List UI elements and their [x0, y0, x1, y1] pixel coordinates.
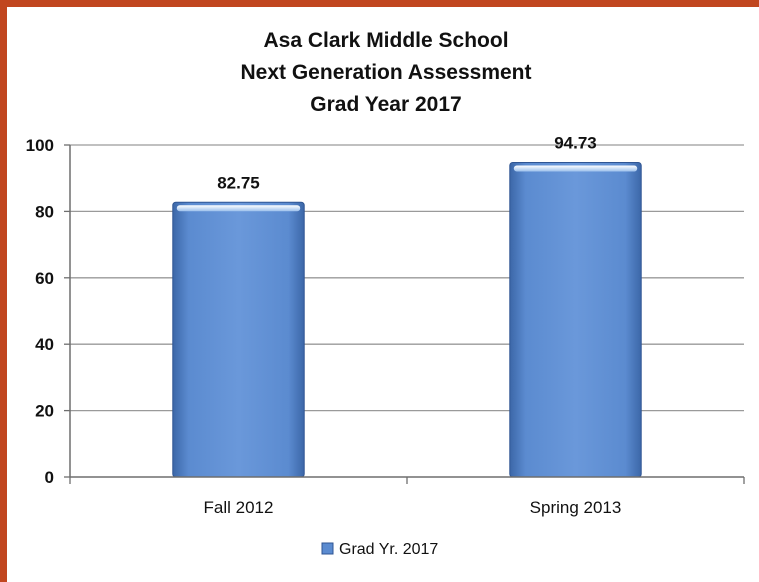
- chart-title-line-2: Next Generation Assessment: [241, 61, 532, 84]
- data-label-fall-2012: 82.75: [217, 173, 260, 192]
- frame-top-border: [0, 0, 759, 7]
- bars: 82.75 94.73: [172, 133, 642, 478]
- chart-title-line-3: Grad Year 2017: [310, 93, 461, 116]
- x-category-label-spring-2013: Spring 2013: [530, 498, 622, 517]
- legend: Grad Yr. 2017: [321, 541, 438, 558]
- bar-fall-2012: [172, 201, 305, 478]
- data-label-spring-2013: 94.73: [554, 133, 597, 152]
- legend-swatch-grad-yr-2017: [321, 542, 334, 555]
- y-tick-label-100: 100: [26, 136, 54, 155]
- y-tick-label-60: 60: [35, 269, 54, 288]
- bar-highlight-spring-2013: [513, 165, 638, 172]
- bar-spring-2013: [509, 161, 642, 478]
- chart-title-line-1: Asa Clark Middle School: [263, 29, 508, 52]
- y-tick-label-40: 40: [35, 335, 54, 354]
- y-axis-tick-labels: 0 20 40 60 80 100: [26, 136, 54, 487]
- frame-left-border: [0, 0, 7, 582]
- gridlines: [64, 144, 744, 478]
- x-category-label-fall-2012: Fall 2012: [204, 498, 274, 517]
- y-tick-label-0: 0: [45, 468, 54, 487]
- chart-title: Asa Clark Middle School Next Generation …: [241, 29, 532, 116]
- bar-highlight-fall-2012: [176, 205, 301, 212]
- legend-label-grad-yr-2017: Grad Yr. 2017: [339, 541, 438, 558]
- y-tick-label-80: 80: [35, 202, 54, 221]
- x-axis-category-labels: Fall 2012 Spring 2013: [204, 498, 622, 517]
- axes: [69, 145, 745, 484]
- y-tick-label-20: 20: [35, 402, 54, 421]
